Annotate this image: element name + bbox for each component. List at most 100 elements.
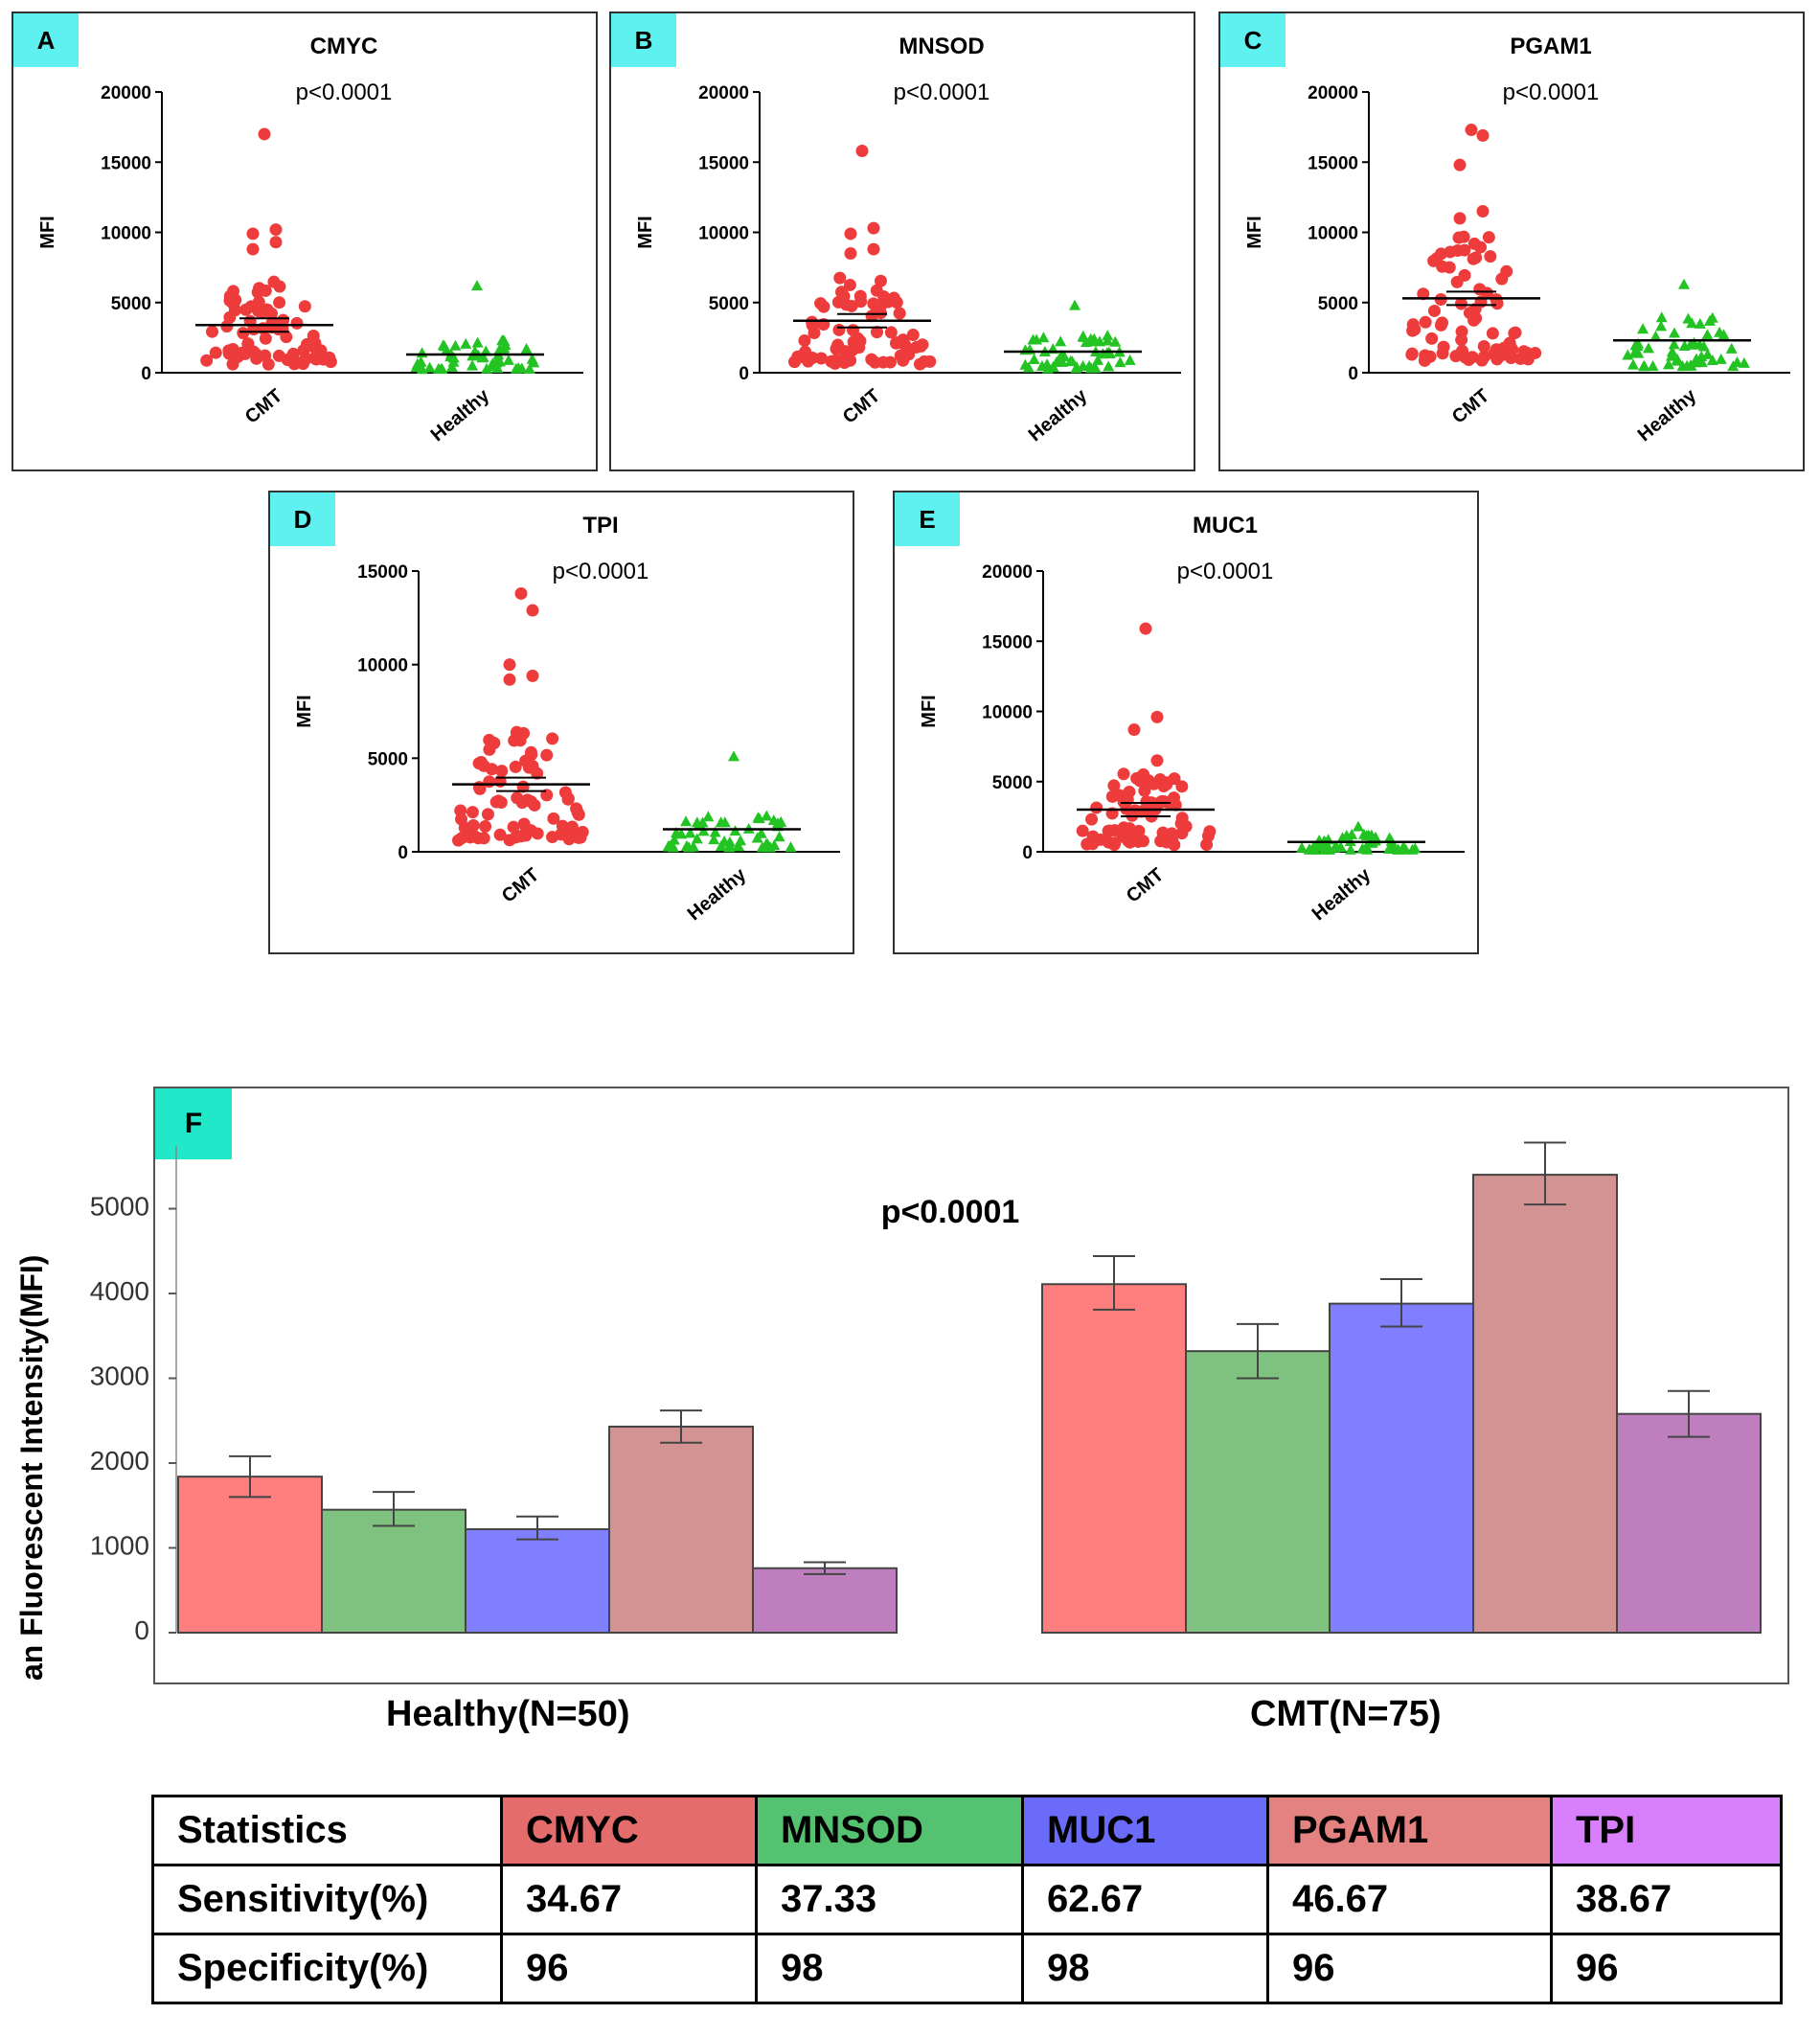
- data-point-cmt: [1107, 838, 1121, 852]
- data-point-healthy: [493, 355, 506, 367]
- y-tick-label: 5000: [368, 749, 408, 769]
- data-point-cmt: [206, 325, 219, 338]
- data-point-cmt: [1150, 754, 1164, 767]
- data-point-cmt: [519, 829, 533, 842]
- data-point-cmt: [526, 760, 539, 773]
- data-point-healthy: [680, 815, 693, 827]
- data-point-healthy: [1088, 332, 1101, 344]
- panel-tag: F: [155, 1088, 232, 1159]
- data-point-cmt: [259, 332, 272, 345]
- y-tick-label: 10000: [101, 224, 151, 244]
- x-tick-label: Healthy: [684, 863, 751, 925]
- x-tick-label: CMT: [241, 385, 286, 428]
- data-point-cmt: [249, 347, 262, 360]
- data-point-cmt: [844, 354, 857, 367]
- data-point-cmt: [1419, 315, 1432, 329]
- data-point-healthy: [1701, 329, 1714, 340]
- p-value: p<0.0001: [553, 559, 649, 584]
- data-point-cmt: [237, 327, 250, 340]
- data-point-healthy: [718, 816, 731, 828]
- data-point-healthy: [1296, 841, 1308, 853]
- data-point-healthy: [1312, 840, 1325, 852]
- data-point-cmt: [923, 355, 937, 368]
- data-point-cmt: [798, 333, 811, 347]
- data-point-healthy: [416, 363, 428, 375]
- data-point-cmt: [1427, 304, 1441, 317]
- data-point-cmt: [290, 316, 304, 330]
- data-point-healthy: [756, 841, 768, 853]
- y-tick-label: 20000: [982, 562, 1033, 583]
- panel-a: A CMYC p<0.0001 MFI 0 5000 10000 15000 20000 CMT…: [11, 11, 598, 471]
- data-point-cmt: [1086, 837, 1100, 851]
- y-tick-label: 0: [134, 1615, 149, 1645]
- data-point-cmt: [1123, 785, 1136, 798]
- panel-title: PGAM1: [1510, 34, 1591, 59]
- data-point-cmt: [1090, 801, 1103, 814]
- group-label-healthy: Healthy(N=50): [386, 1694, 630, 1734]
- y-tick-label: 0: [398, 843, 408, 863]
- data-point-healthy: [1066, 355, 1079, 367]
- data-point-cmt: [847, 324, 860, 337]
- data-point-cmt: [867, 242, 880, 256]
- bar-cmyc-healthy: [177, 1476, 323, 1634]
- header-cell: MNSOD: [755, 1795, 1024, 1866]
- p-value: p<0.0001: [894, 80, 990, 105]
- data-point-cmt: [855, 145, 869, 158]
- x-tick-label: CMT: [498, 864, 543, 907]
- data-point-healthy: [1622, 349, 1634, 360]
- y-tick-label: 15000: [982, 632, 1033, 652]
- y-axis-label: MFI: [294, 695, 315, 727]
- data-point-cmt: [570, 802, 583, 815]
- bar-chart-y-axis-label: Mean Fluorescent Intensity(MFI): [14, 1255, 49, 1681]
- data-point-cmt: [1443, 261, 1456, 274]
- data-point-cmt: [507, 820, 520, 834]
- scatter-plot-pgam1: PGAM1 p<0.0001 MFI 0 5000 10000 15000 20000 CMT H…: [1244, 34, 1790, 446]
- data-point-cmt: [1105, 790, 1119, 803]
- data-point-healthy: [1706, 311, 1718, 323]
- stats-table: Statistics CMYC MNSOD MUC1 PGAM1 TPI Sen…: [151, 1795, 1783, 2004]
- data-point-cmt: [246, 242, 260, 256]
- data-point-healthy: [1365, 829, 1377, 840]
- data-point-healthy: [1647, 359, 1659, 371]
- data-point-cmt: [1509, 326, 1522, 339]
- table-cell: 38.67: [1550, 1864, 1783, 1935]
- data-point-healthy: [1681, 359, 1694, 371]
- panel-title: TPI: [582, 513, 618, 538]
- data-point-cmt: [1405, 348, 1419, 361]
- data-point-healthy: [1019, 358, 1032, 370]
- data-point-healthy: [481, 362, 493, 374]
- data-point-healthy: [684, 827, 696, 838]
- y-tick-label: 5000: [992, 773, 1033, 793]
- table-row: Sensitivity(%) 34.67 37.33 62.67 46.67 3…: [151, 1864, 1783, 1935]
- data-point-cmt: [853, 289, 867, 303]
- data-point-cmt: [1139, 622, 1152, 635]
- data-point-healthy: [447, 355, 460, 367]
- data-point-cmt: [814, 297, 828, 310]
- data-point-healthy: [1114, 356, 1126, 368]
- y-tick-label: 5000: [90, 1192, 149, 1222]
- data-point-cmt: [1418, 354, 1431, 367]
- data-point-cmt: [1175, 827, 1189, 840]
- data-point-healthy: [696, 816, 709, 828]
- data-point-cmt: [1138, 784, 1151, 797]
- data-point-healthy: [526, 353, 538, 364]
- scatter-plot-mnsod: MNSOD p<0.0001 MFI 0 5000 10000 15000 20000 CMT H…: [635, 34, 1181, 446]
- data-point-cmt: [867, 297, 880, 310]
- panel-f: F p<0.0001: [153, 1087, 1789, 1684]
- data-point-cmt: [481, 808, 494, 821]
- panel-title: MNSOD: [899, 34, 984, 59]
- data-point-healthy: [732, 840, 744, 852]
- data-point-cmt: [835, 286, 849, 299]
- data-point-cmt: [272, 349, 285, 362]
- data-point-cmt: [231, 350, 244, 363]
- data-point-healthy: [1642, 342, 1654, 354]
- y-tick-label: 20000: [698, 83, 749, 103]
- header-cell: CMYC: [500, 1795, 758, 1866]
- data-point-healthy: [1071, 361, 1083, 373]
- data-point-healthy: [1319, 843, 1331, 855]
- data-point-cmt: [260, 303, 273, 316]
- data-point-cmt: [839, 298, 853, 311]
- data-point-cmt: [483, 743, 496, 756]
- data-point-cmt: [1453, 158, 1467, 172]
- data-point-healthy: [1103, 360, 1115, 372]
